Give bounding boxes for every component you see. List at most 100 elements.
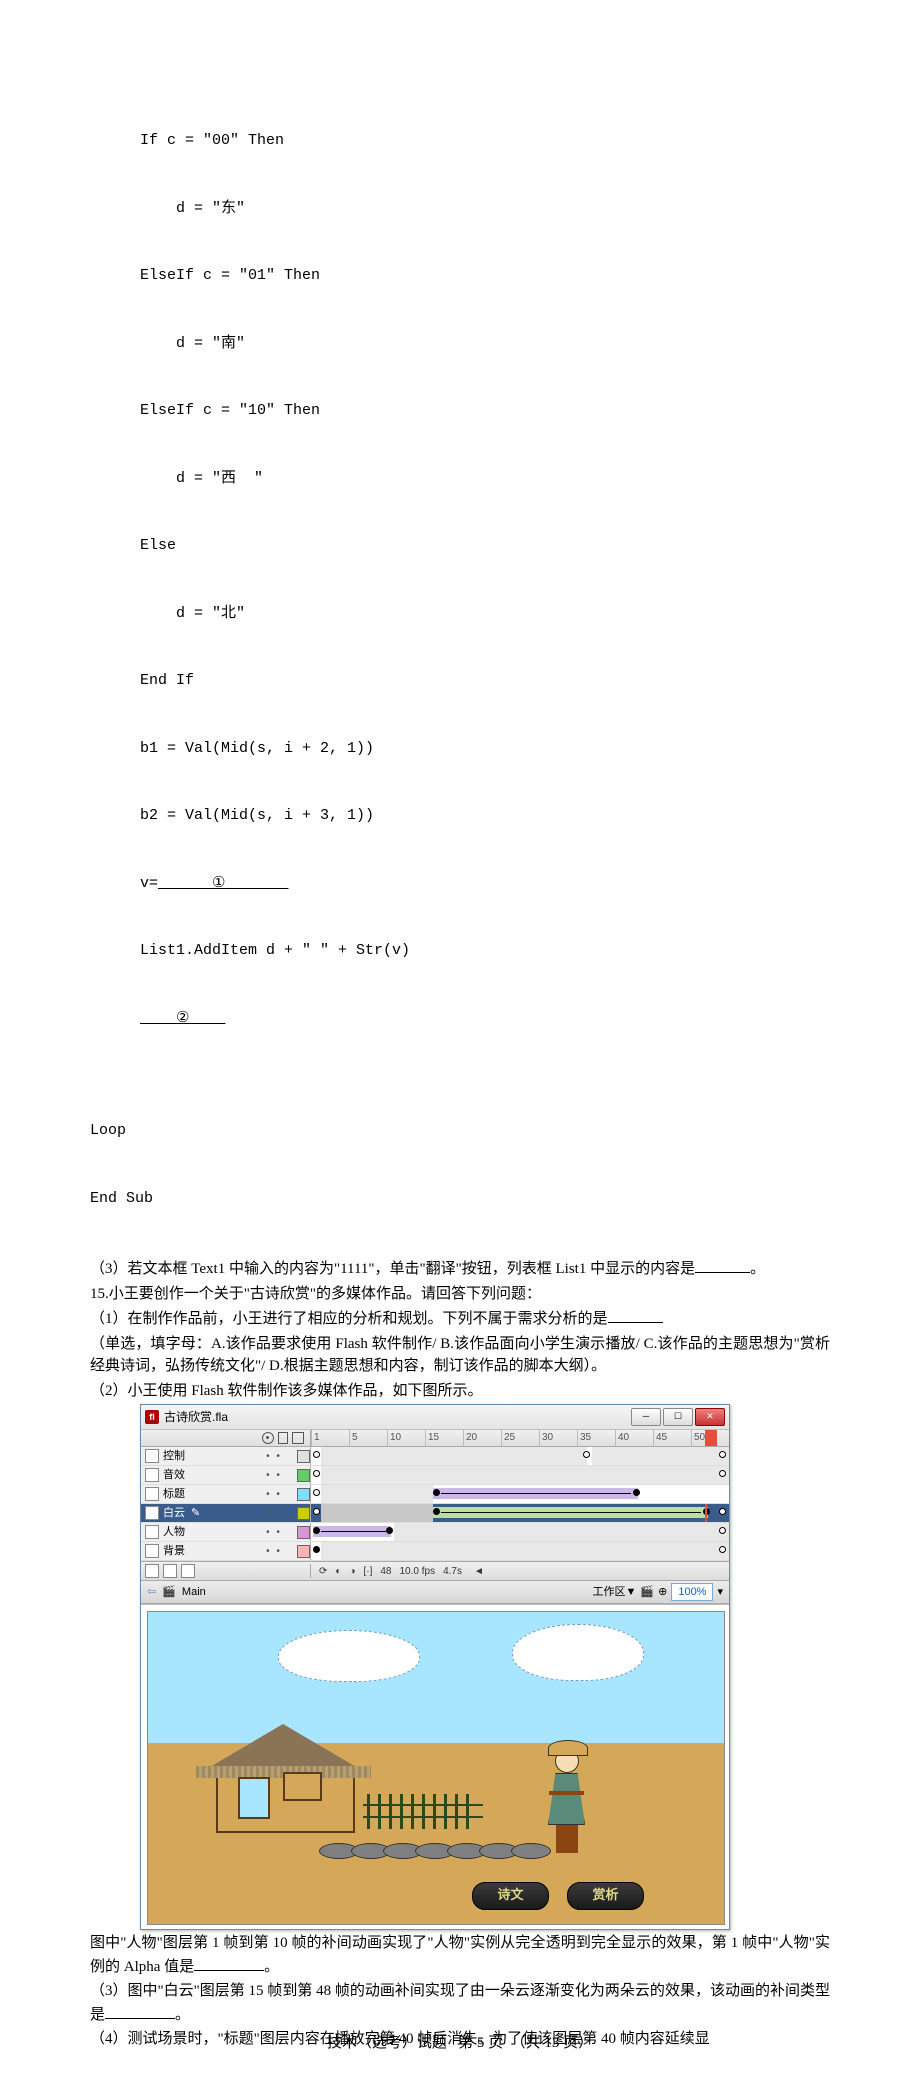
blank-1: ① — [158, 873, 288, 896]
onion-icon[interactable]: ◐ — [335, 1564, 341, 1579]
layer-row-background[interactable]: 背景• • — [141, 1542, 729, 1561]
code-line: Else — [140, 535, 830, 558]
new-layer-icon[interactable] — [145, 1564, 159, 1578]
lock-icon[interactable] — [278, 1432, 288, 1444]
q15-3: （3）图中"白云"图层第 15 帧到第 48 帧的动画补间实现了由一朵云逐渐变化… — [90, 1980, 830, 2026]
zoom-box[interactable]: 100% — [671, 1583, 713, 1602]
cloud-right — [512, 1624, 644, 1681]
layer-row-person[interactable]: 人物 • • — [141, 1523, 729, 1542]
code-line: d = "东" — [140, 198, 830, 221]
page-icon — [145, 1544, 159, 1558]
timeline-track[interactable] — [311, 1542, 729, 1560]
eye-icon[interactable] — [262, 1432, 274, 1444]
person — [544, 1749, 589, 1854]
layer-row-cloud[interactable]: 白云✎• • — [141, 1504, 729, 1523]
edit-symbol-icon[interactable]: ⊕ — [658, 1584, 667, 1601]
layer-dots: • • — [254, 1468, 294, 1483]
pencil-icon: ✎ — [191, 1505, 200, 1522]
door — [238, 1777, 270, 1819]
text: 。 — [175, 2007, 190, 2023]
title-bar: fl 古诗欣赏.fla ─ ☐ ✕ — [141, 1405, 729, 1430]
timeline-track[interactable] — [311, 1485, 729, 1503]
q15-intro: 15.小王要创作一个关于"古诗欣赏"的多媒体作品。请回答下列问题： — [90, 1283, 830, 1306]
canvas[interactable]: 诗文 赏析 — [147, 1611, 725, 1925]
tick: 10 — [387, 1430, 425, 1446]
timeline-ruler[interactable]: 1 5 10 15 20 25 30 35 40 45 50 — [311, 1430, 729, 1446]
q15-2: （2）小王使用 Flash 软件制作该多媒体作品，如下图所示。 — [90, 1380, 830, 1403]
workarea-label[interactable]: 工作区▼ — [593, 1584, 637, 1601]
footer-total: （共 13 页） — [511, 2035, 594, 2051]
code-line: List1.AddItem d + " " + Str(v) — [140, 940, 830, 963]
tick: 40 — [615, 1430, 653, 1446]
code-line: d = "南" — [140, 333, 830, 356]
page-icon — [145, 1449, 159, 1463]
zoom-dropdown-icon[interactable]: ▾ — [717, 1584, 723, 1601]
layer-label: 人物 • • — [141, 1523, 311, 1541]
poem-button[interactable]: 诗文 — [472, 1882, 549, 1910]
q14-3: （3）若文本框 Text1 中输入的内容为"1111"，单击"翻译"按钮，列表框… — [90, 1257, 830, 1281]
tick: 5 — [349, 1430, 387, 1446]
layer-row-sound[interactable]: 音效• • — [141, 1466, 729, 1485]
tick: 35 — [577, 1430, 615, 1446]
scene-bar: ⇦ 🎬 Main 工作区▼ 🎬 ⊕ 100% ▾ — [141, 1580, 729, 1604]
code-line: b2 = Val(Mid(s, i + 3, 1)) — [140, 805, 830, 828]
page-footer: 技术（选考）试题 第 5 页 （共 13 页） — [0, 2032, 920, 2055]
delete-layer-icon[interactable] — [181, 1564, 195, 1578]
timeline-status: ⟳ ◐ ◑ [·] 48 10.0 fps 4.7s ◄ — [311, 1564, 729, 1579]
code-line: v= ① — [140, 873, 830, 896]
blank — [695, 1257, 750, 1273]
person-legs — [556, 1825, 578, 1853]
analysis-button[interactable]: 赏析 — [567, 1882, 644, 1910]
layer-row-control[interactable]: 控制• • — [141, 1447, 729, 1466]
color-swatch — [297, 1488, 310, 1501]
onion-icon[interactable]: ⟳ — [319, 1564, 327, 1579]
marker-icon[interactable]: [·] — [363, 1564, 372, 1579]
close-button[interactable]: ✕ — [695, 1408, 725, 1426]
code-line: Loop — [90, 1120, 830, 1143]
timeline-track[interactable] — [311, 1504, 729, 1522]
maximize-button[interactable]: ☐ — [663, 1408, 693, 1426]
code-line: End If — [140, 670, 830, 693]
scene-icon: 🎬 — [162, 1584, 176, 1601]
page-icon — [145, 1468, 159, 1482]
outline-icon[interactable] — [292, 1432, 304, 1444]
timeline-track[interactable] — [311, 1466, 729, 1484]
person-body — [548, 1773, 585, 1825]
back-icon[interactable]: ⇦ — [147, 1584, 156, 1601]
onion-icon[interactable]: ◑ — [349, 1564, 355, 1579]
blank — [194, 1955, 264, 1971]
fps: 10.0 fps — [400, 1564, 436, 1579]
new-folder-icon[interactable] — [163, 1564, 177, 1578]
q15-2b: 图中"人物"图层第 1 帧到第 10 帧的补间动画实现了"人物"实例从完全透明到… — [90, 1932, 830, 1978]
timeline-footer: ⟳ ◐ ◑ [·] 48 10.0 fps 4.7s ◄ — [141, 1561, 729, 1580]
tick: 45 — [653, 1430, 691, 1446]
color-swatch — [297, 1545, 310, 1558]
flash-window: fl 古诗欣赏.fla ─ ☐ ✕ 1 5 10 15 — [140, 1404, 730, 1930]
flash-screenshot: fl 古诗欣赏.fla ─ ☐ ✕ 1 5 10 15 — [140, 1404, 730, 1930]
layer-row-title[interactable]: 标题• • — [141, 1485, 729, 1504]
minimize-button[interactable]: ─ — [631, 1408, 661, 1426]
timeline-track[interactable] — [311, 1447, 729, 1465]
layer-tools — [141, 1564, 311, 1578]
code-line: ② — [140, 1008, 830, 1031]
color-swatch — [297, 1526, 310, 1539]
person-head — [555, 1749, 579, 1773]
edit-scene-icon[interactable]: 🎬 — [640, 1584, 654, 1601]
flash-icon: fl — [145, 1410, 159, 1424]
code-line: b1 = Val(Mid(s, i + 2, 1)) — [140, 738, 830, 761]
text: 。 — [264, 1959, 279, 1975]
layer-name: 背景 — [163, 1543, 185, 1560]
code-text: v= — [140, 875, 158, 892]
layer-label: 音效• • — [141, 1466, 311, 1484]
scene-name[interactable]: Main — [182, 1584, 206, 1601]
layer-dots: • • — [254, 1525, 294, 1540]
elapsed: 4.7s — [443, 1564, 462, 1579]
layer-name: 人物 — [163, 1524, 185, 1541]
playhead[interactable] — [705, 1430, 717, 1446]
page: If c = "00" Then d = "东" ElseIf c = "01"… — [0, 0, 920, 2093]
code-line: d = "北" — [140, 603, 830, 626]
fence — [363, 1794, 483, 1832]
code-block: If c = "00" Then d = "东" ElseIf c = "01"… — [140, 85, 830, 1075]
timeline-track[interactable] — [311, 1523, 729, 1541]
tick: 25 — [501, 1430, 539, 1446]
